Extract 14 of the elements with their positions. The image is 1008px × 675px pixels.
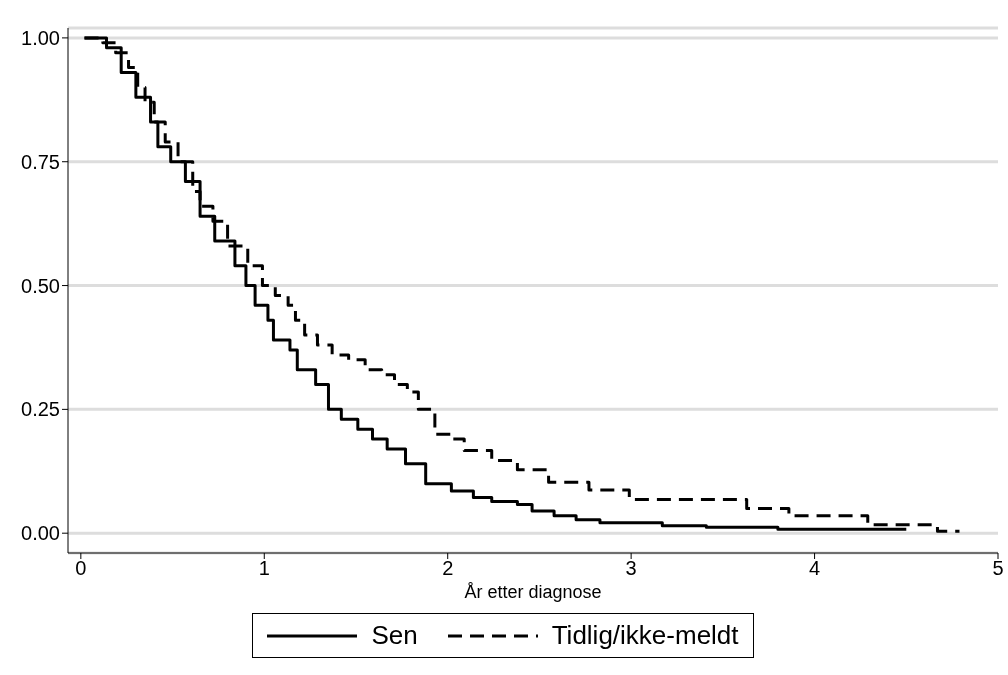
x-axis-title: År etter diagnose <box>464 581 602 602</box>
x-tick-label: 2 <box>442 557 454 580</box>
legend-label: Sen <box>371 620 418 651</box>
y-tick-label: 0.50 <box>21 274 60 297</box>
y-tick-label: 1.00 <box>21 27 60 50</box>
x-tick-label: 5 <box>992 557 1004 580</box>
y-tick-label: 0.75 <box>21 150 60 173</box>
x-tick-label: 4 <box>809 557 821 580</box>
y-tick-label: 0.25 <box>21 398 60 421</box>
legend-label: Tidlig/ikke-meldt <box>551 620 739 651</box>
x-tick-label: 3 <box>625 557 637 580</box>
x-tick-label: 1 <box>258 557 270 580</box>
y-tick-label: 0.00 <box>21 522 60 545</box>
x-tick-label: 0 <box>75 557 87 580</box>
